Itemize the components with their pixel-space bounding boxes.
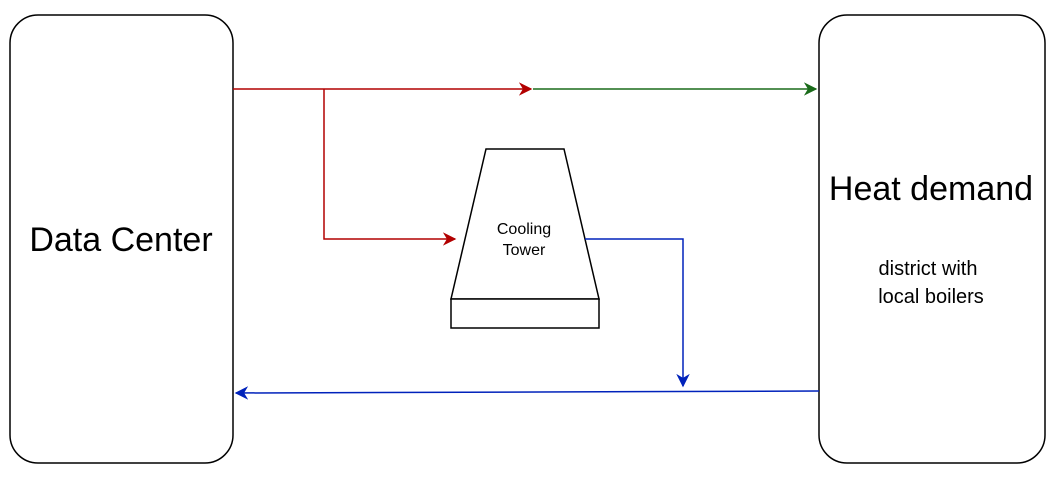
data-center-node: Data Center: [9, 14, 234, 464]
heat-demand-label: Heat demand: [829, 170, 1033, 208]
cooling-tower-feed-arrow: [323, 89, 457, 246]
heat-demand-node: Heat demand district with local boilers: [818, 14, 1046, 464]
heat-demand-box: [818, 14, 1046, 464]
cooling-tower-base: [450, 298, 600, 329]
cooling-tower-return-arrow: [585, 238, 690, 388]
data-center-label: Data Center: [29, 221, 212, 259]
data-center-box: [9, 14, 234, 464]
heat-demand-sublabel-line2: local boilers: [878, 286, 984, 308]
cooling-tower-label-line2: Tower: [503, 242, 546, 259]
heat-demand-sublabel-line1: district with: [879, 258, 978, 280]
cold-return-arrow: [234, 386, 820, 400]
cooling-tower-label-line1: Cooling: [497, 221, 551, 238]
cooling-tower-node: Cooling Tower: [450, 148, 600, 329]
